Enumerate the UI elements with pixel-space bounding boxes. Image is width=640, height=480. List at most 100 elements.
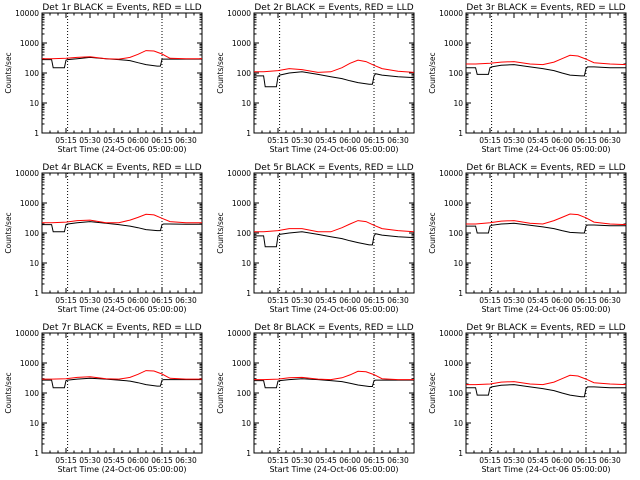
chart-title: Det 2r BLACK = Events, RED = LLD <box>254 3 413 13</box>
chart-panel-2: Det 2r BLACK = Events, RED = LLD 1 10 100 10… <box>216 3 415 154</box>
y-axis-label: Counts/sec <box>216 212 225 253</box>
chart-title: Det 4r BLACK = Events, RED = LLD <box>42 163 201 173</box>
y-tick-label: 10 <box>29 99 39 108</box>
y-tick-label: 10000 <box>227 169 251 178</box>
chart-panel-4: Det 4r BLACK = Events, RED = LLD 1 10 100 10… <box>4 163 203 314</box>
y-tick-label: 10000 <box>227 9 251 18</box>
chart-title: Det 7r BLACK = Events, RED = LLD <box>42 323 201 333</box>
y-tick-label: 1000 <box>444 39 463 48</box>
x-tick-label: 06:00 <box>551 136 573 145</box>
y-tick-label: 1 <box>458 129 463 138</box>
series-line-events <box>254 71 415 88</box>
x-tick-label: 06:15 <box>575 456 597 465</box>
plot-frame <box>253 172 415 294</box>
x-tick-label: 06:30 <box>387 296 409 305</box>
chart-panel-6: Det 6r BLACK = Events, RED = LLD 1 10 100 10… <box>428 163 627 314</box>
y-tick-label: 10000 <box>227 329 251 338</box>
y-tick-label: 100 <box>25 69 40 78</box>
y-axis-label: Counts/sec <box>4 212 13 253</box>
x-tick-label: 05:45 <box>315 456 337 465</box>
y-tick-label: 1 <box>458 289 463 298</box>
y-tick-label: 10 <box>453 259 463 268</box>
series-line-lld <box>466 54 627 66</box>
x-tick-label: 06:00 <box>127 456 149 465</box>
x-tick-label: 06:30 <box>599 456 621 465</box>
x-axis-label: Start Time (24-Oct-06 05:00:00) <box>57 305 186 314</box>
x-tick-label: 06:15 <box>575 136 597 145</box>
x-tick-label: 06:30 <box>387 136 409 145</box>
x-tick-label: 06:00 <box>339 456 361 465</box>
series-line-events <box>466 64 626 77</box>
plot-frame <box>41 12 203 134</box>
x-axis-label: Start Time (24-Oct-06 05:00:00) <box>57 465 186 474</box>
y-tick-label: 1000 <box>20 39 39 48</box>
x-tick-label: 06:15 <box>151 296 173 305</box>
y-tick-label: 100 <box>449 69 464 78</box>
x-tick-label: 06:30 <box>175 456 197 465</box>
y-tick-label: 10000 <box>439 329 463 338</box>
series-line-lld <box>42 213 202 224</box>
chart-panel-1: Det 1r BLACK = Events, RED = LLD 1 10 100 10… <box>4 3 203 154</box>
y-axis-label: Counts/sec <box>428 212 437 253</box>
series-line-events <box>42 221 202 233</box>
x-tick-label: 06:30 <box>599 296 621 305</box>
y-tick-label: 10 <box>453 419 463 428</box>
y-tick-label: 10 <box>241 99 251 108</box>
y-axis-label: Counts/sec <box>4 52 13 93</box>
plot-frame <box>41 172 203 294</box>
chart-panel-3: Det 3r BLACK = Events, RED = LLD 1 10 100 10… <box>428 3 627 154</box>
y-tick-label: 1 <box>34 449 39 458</box>
y-tick-label: 10 <box>241 419 251 428</box>
x-tick-label: 06:00 <box>127 136 149 145</box>
y-tick-label: 100 <box>449 389 464 398</box>
series-line-events <box>254 378 414 389</box>
x-tick-label: 05:15 <box>267 136 289 145</box>
y-axis-label: Counts/sec <box>4 372 13 413</box>
x-axis-label: Start Time (24-Oct-06 05:00:00) <box>481 145 610 154</box>
x-tick-label: 06:15 <box>363 136 385 145</box>
y-tick-label: 100 <box>237 69 252 78</box>
y-tick-label: 10000 <box>15 9 39 18</box>
plot-frame <box>465 332 627 454</box>
x-tick-label: 05:45 <box>103 296 125 305</box>
series-line-lld <box>254 220 415 233</box>
x-axis-label: Start Time (24-Oct-06 05:00:00) <box>481 465 610 474</box>
y-tick-label: 1000 <box>444 199 463 208</box>
x-tick-label: 05:15 <box>55 296 77 305</box>
chart-title: Det 5r BLACK = Events, RED = LLD <box>254 163 413 173</box>
x-axis-label: Start Time (24-Oct-06 05:00:00) <box>269 145 398 154</box>
y-tick-label: 1 <box>34 289 39 298</box>
x-tick-label: 06:15 <box>363 296 385 305</box>
y-tick-label: 10000 <box>439 9 463 18</box>
x-tick-label: 05:45 <box>527 136 549 145</box>
y-tick-label: 100 <box>25 229 40 238</box>
x-tick-label: 06:00 <box>127 296 149 305</box>
x-axis-label: Start Time (24-Oct-06 05:00:00) <box>481 305 610 314</box>
chart-title: Det 6r BLACK = Events, RED = LLD <box>466 163 625 173</box>
y-axis-label: Counts/sec <box>428 52 437 93</box>
y-tick-label: 1 <box>246 449 251 458</box>
y-tick-label: 100 <box>237 229 252 238</box>
x-tick-label: 05:15 <box>479 296 501 305</box>
series-line-lld <box>254 370 414 381</box>
chart-panel-7: Det 7r BLACK = Events, RED = LLD 1 10 100 10… <box>4 323 203 474</box>
plot-frame <box>41 332 203 454</box>
series-line-lld <box>42 370 202 380</box>
series-line-events <box>466 384 626 398</box>
chart-panel-8: Det 8r BLACK = Events, RED = LLD 1 10 100 10… <box>216 323 415 474</box>
y-tick-label: 10 <box>29 259 39 268</box>
y-tick-label: 1000 <box>20 199 39 208</box>
x-tick-label: 05:30 <box>503 456 525 465</box>
series-line-events <box>42 56 202 69</box>
x-tick-label: 05:15 <box>267 296 289 305</box>
x-tick-label: 06:15 <box>151 456 173 465</box>
x-tick-label: 06:00 <box>551 456 573 465</box>
chart-title: Det 1r BLACK = Events, RED = LLD <box>42 3 201 13</box>
x-tick-label: 05:30 <box>79 456 101 465</box>
chart-title: Det 3r BLACK = Events, RED = LLD <box>466 3 625 13</box>
x-tick-label: 05:45 <box>103 456 125 465</box>
x-tick-label: 05:15 <box>55 136 77 145</box>
plot-frame <box>465 172 627 294</box>
y-axis-label: Counts/sec <box>216 52 225 93</box>
chart-panel-5: Det 5r BLACK = Events, RED = LLD 1 10 100 10… <box>216 163 415 314</box>
